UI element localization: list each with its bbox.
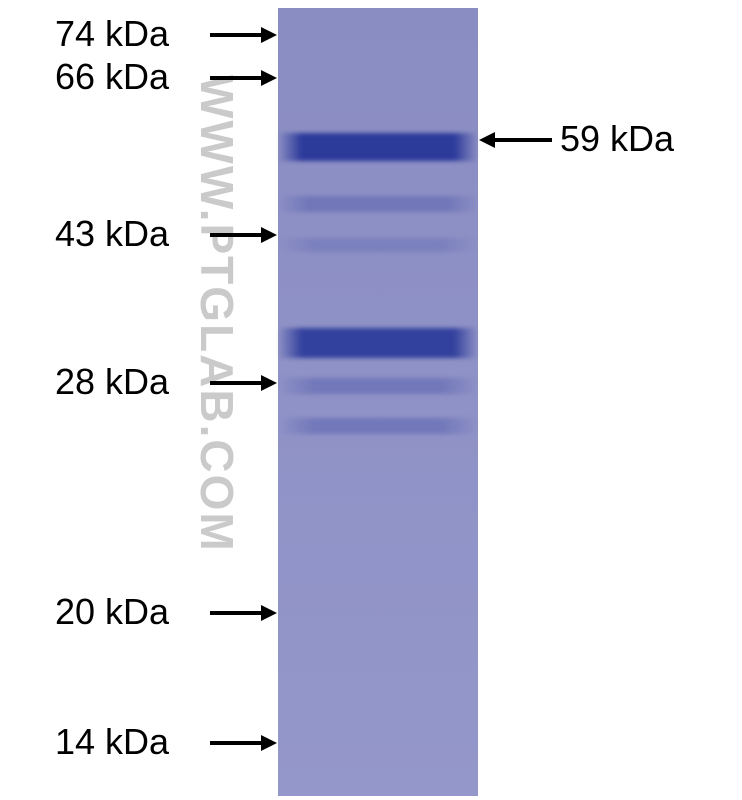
gel-image-container: WWW.PTGLAB.COM 74 kDa66 kDa43 kDa28 kDa2…: [0, 0, 742, 800]
target-mw-label: 59 kDa: [560, 118, 674, 160]
